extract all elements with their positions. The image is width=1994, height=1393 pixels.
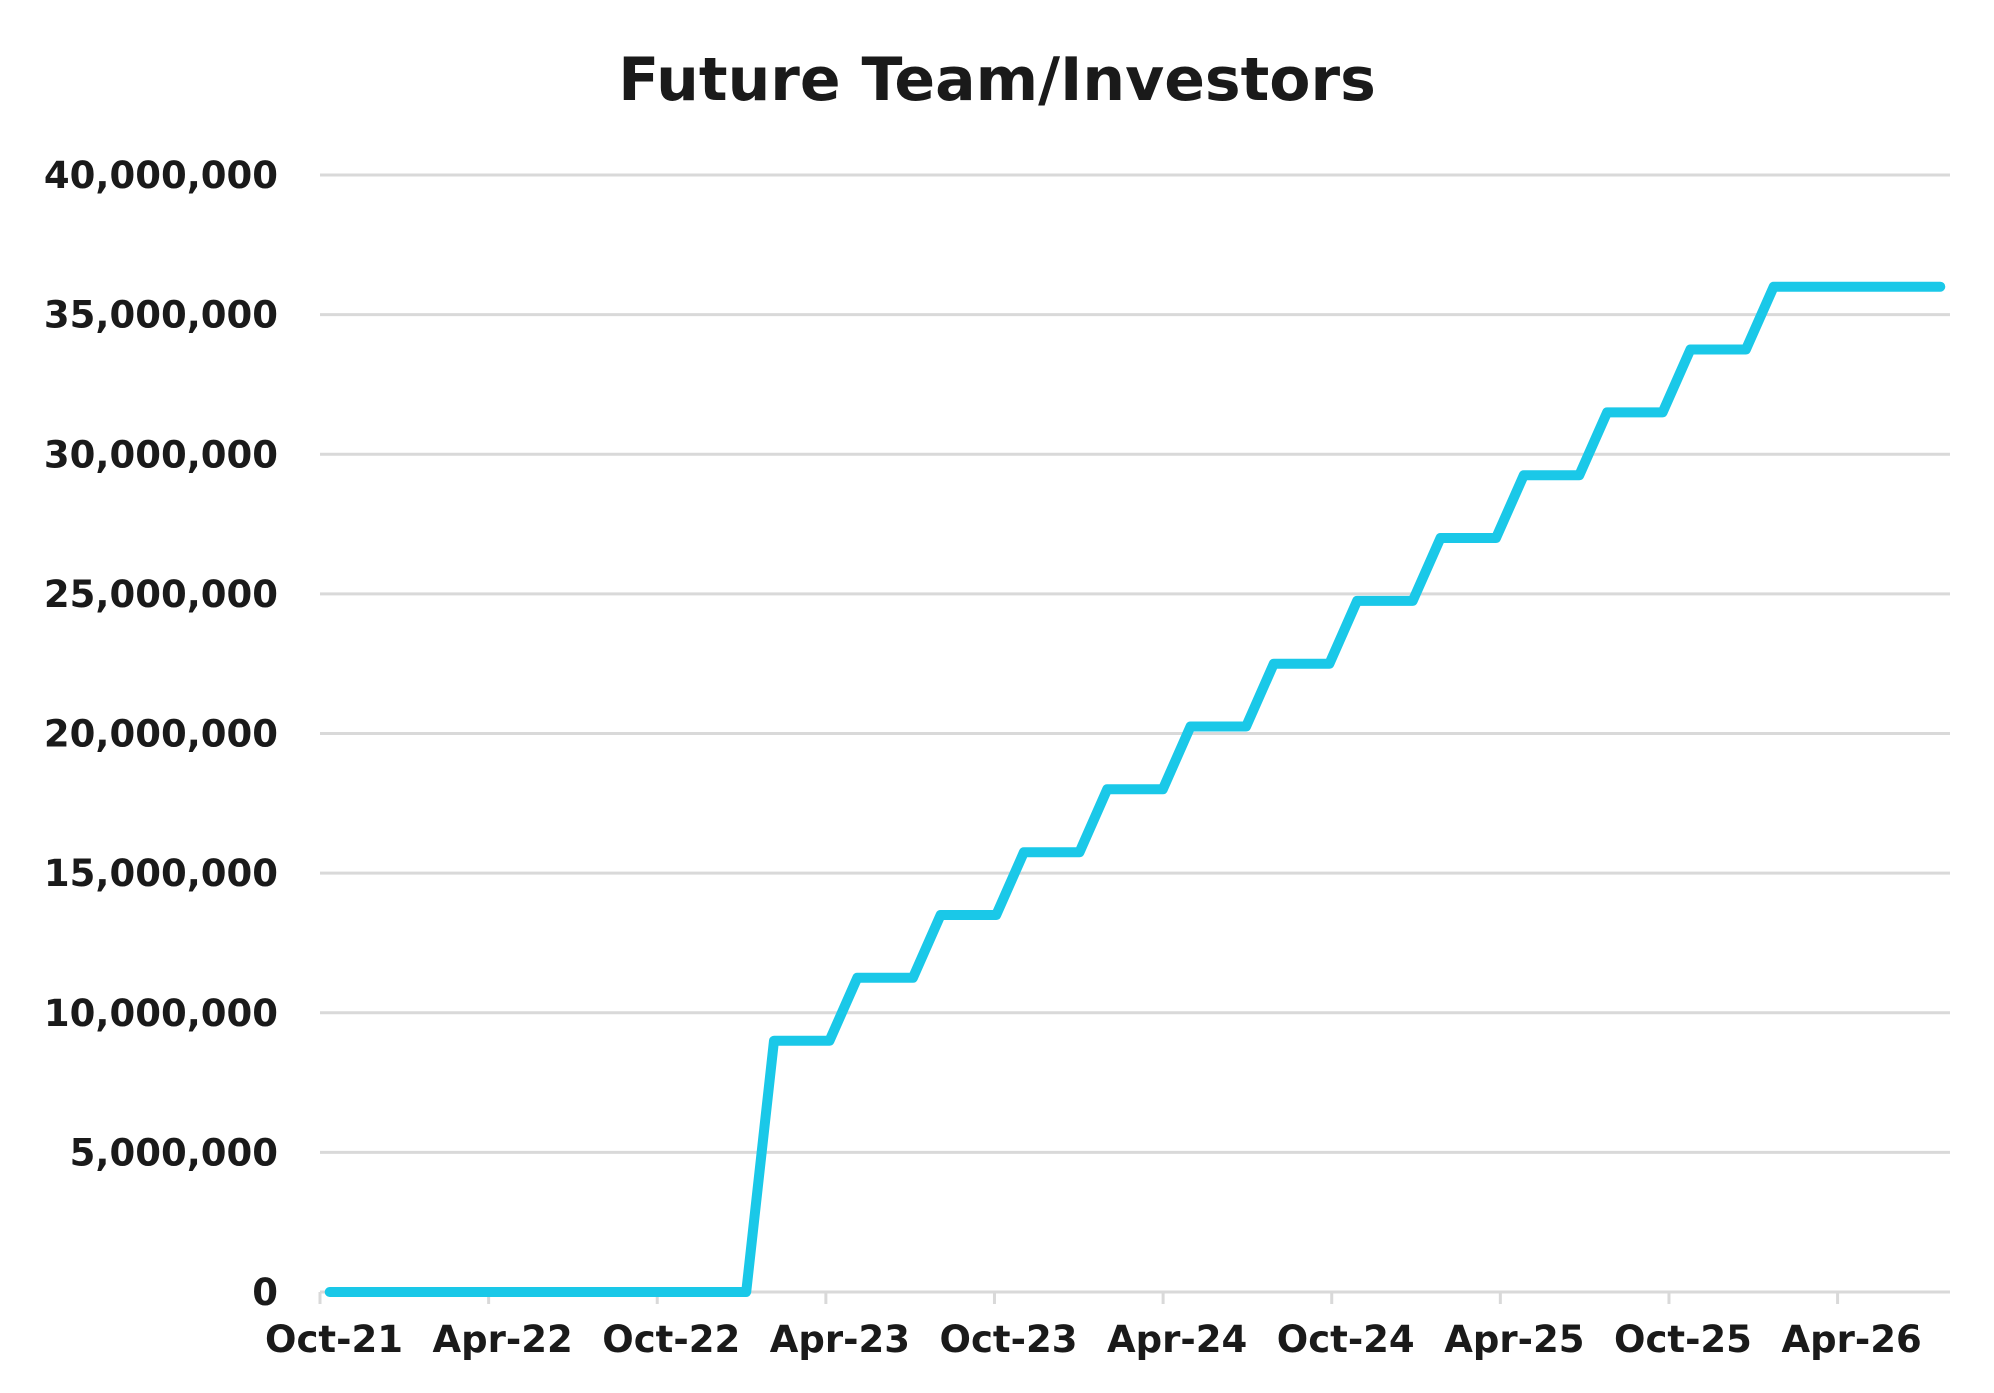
x-tick-label: Oct-22 <box>602 1318 740 1361</box>
y-tick-label: 10,000,000 <box>44 992 278 1035</box>
x-tick-label: Apr-22 <box>433 1318 573 1361</box>
x-tick-label: Oct-24 <box>1277 1318 1415 1361</box>
y-tick-label: 15,000,000 <box>44 852 278 895</box>
y-tick-label: 35,000,000 <box>44 294 278 337</box>
y-tick-label: 0 <box>252 1271 278 1314</box>
x-tick-label: Apr-24 <box>1107 1318 1247 1361</box>
y-tick-label: 30,000,000 <box>44 433 278 476</box>
x-tick-label: Oct-21 <box>265 1318 403 1361</box>
x-axis-labels: Oct-21 Apr-22 Oct-22 Apr-23 Oct-23 Apr-24 Oct-… <box>265 1318 1922 1361</box>
x-tick-label: Apr-25 <box>1444 1318 1584 1361</box>
x-tick-label: Apr-26 <box>1781 1318 1921 1361</box>
x-tick-label: Apr-23 <box>770 1318 910 1361</box>
x-tick-label: Oct-25 <box>1614 1318 1752 1361</box>
x-tick-label: Oct-23 <box>940 1318 1078 1361</box>
series-layer <box>324 281 1946 1297</box>
y-tick-label: 40,000,000 <box>44 154 278 197</box>
chart-title: Future Team/Investors <box>618 45 1376 115</box>
series-line <box>324 281 1946 1297</box>
y-tick-label: 5,000,000 <box>70 1131 278 1174</box>
y-tick-label: 20,000,000 <box>44 713 278 756</box>
y-axis-labels: 0 5,000,000 10,000,000 15,000,000 20,000,000… <box>44 154 278 1314</box>
gridlines <box>320 173 1950 1154</box>
y-tick-label: 25,000,000 <box>44 573 278 616</box>
